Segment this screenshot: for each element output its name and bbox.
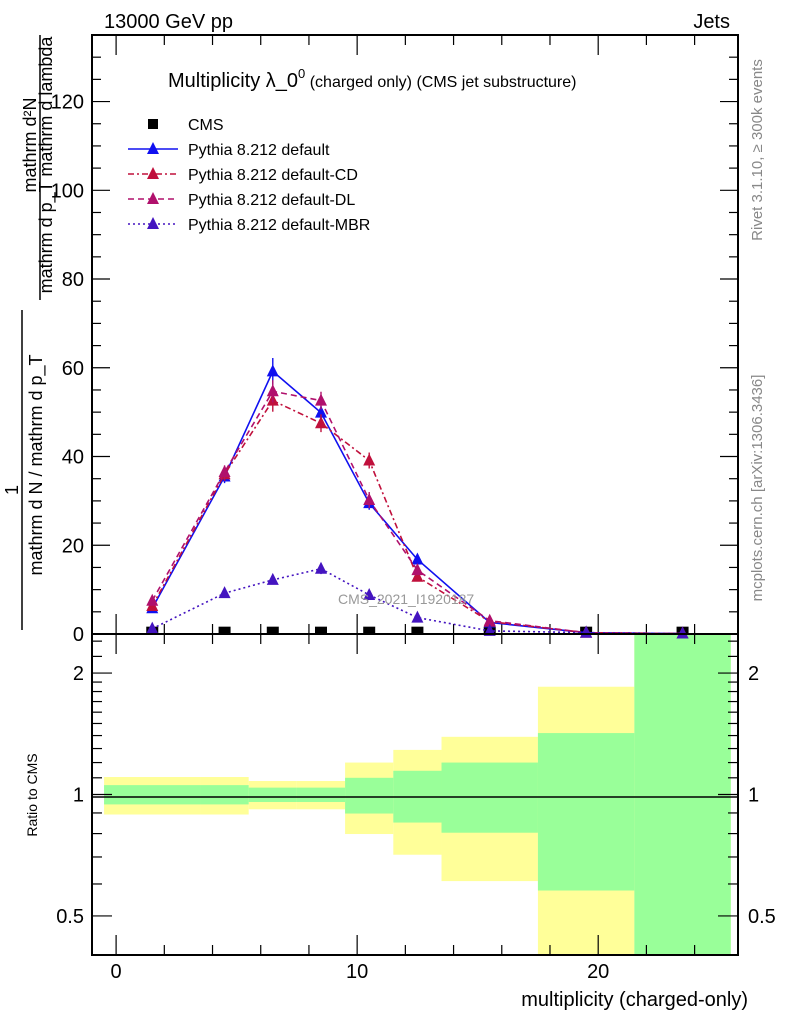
y-tick-label: 100	[51, 180, 84, 202]
green-band	[104, 785, 201, 805]
data-point	[266, 384, 279, 397]
title-main: Multiplicity λ_0	[168, 70, 298, 92]
ratio-frame	[91, 633, 739, 956]
legend-item-cms: CMS	[148, 117, 224, 134]
title-sup: 0	[298, 66, 305, 81]
ylabel-num-top: mathrm d²N	[20, 97, 40, 192]
legend: CMS Pythia 8.212 default Pythia 8.212 defa…	[128, 117, 370, 234]
ratio-y-tick-label: 0.5	[56, 906, 84, 928]
x-tick-label: 10	[346, 961, 368, 983]
data-point	[411, 563, 424, 576]
data-point	[146, 621, 159, 634]
data-point	[363, 493, 376, 506]
x-axis-label: multiplicity (charged-only)	[521, 989, 748, 1011]
ratio-y-tick-label: 0.5	[748, 906, 776, 928]
rivet-label: Rivet 3.1.10, ≥ 300k events	[749, 59, 766, 241]
ylabel-num-bottom: 1	[2, 485, 22, 495]
title-sub: (charged only) (CMS jet substructure)	[305, 74, 576, 91]
legend-label: Pythia 8.212 default-CD	[188, 167, 358, 184]
data-point	[218, 465, 231, 478]
ratio-y-tick-label: 1	[73, 785, 84, 807]
x-tick-label: 0	[111, 961, 122, 983]
legend-marker	[148, 119, 158, 129]
ratio-y-tick-label: 2	[748, 663, 759, 685]
data-point	[314, 405, 327, 418]
y-tick-label: 80	[62, 269, 84, 291]
data-point	[314, 393, 327, 406]
ratio-y-tick-label: 2	[73, 663, 84, 685]
plot-title: Multiplicity λ_00 (charged only) (CMS je…	[168, 66, 576, 92]
data-point	[411, 610, 424, 623]
data-point	[411, 569, 424, 582]
y-tick-label: 60	[62, 358, 84, 380]
y-tick-label: 120	[51, 92, 84, 114]
y-tick-label: 20	[62, 535, 84, 557]
cms-point	[314, 626, 327, 635]
data-point	[218, 586, 231, 599]
header-left: 13000 GeV pp	[104, 11, 233, 33]
ratio-bands	[104, 634, 731, 955]
data-point	[314, 416, 327, 429]
green-band	[634, 634, 731, 955]
legend-label: Pythia 8.212 default-MBR	[188, 217, 370, 234]
ratio-ylabel: Ratio to CMS	[24, 753, 40, 836]
cms-point	[218, 626, 231, 635]
legend-item-mbr: Pythia 8.212 default-MBR	[128, 217, 370, 234]
series-line	[151, 567, 683, 635]
green-band	[345, 777, 394, 814]
data-point	[363, 453, 376, 466]
legend-item-dl: Pythia 8.212 default-DL	[128, 192, 355, 209]
data-point	[363, 587, 376, 600]
green-band	[537, 733, 635, 891]
green-band	[248, 787, 297, 803]
cms-point	[266, 626, 279, 635]
watermark: CMS_2021_I1920187	[338, 591, 474, 607]
legend-marker	[147, 192, 159, 204]
legend-label: Pythia 8.212 default	[188, 142, 330, 159]
legend-marker	[147, 142, 159, 154]
legend-marker	[147, 167, 159, 179]
green-band	[200, 785, 249, 805]
data-point	[411, 552, 424, 565]
data-point	[676, 626, 689, 639]
ylabel-den-bottom: mathrm d N / mathrm d p_T	[26, 354, 47, 575]
data-point	[266, 364, 279, 377]
y-tick-label: 0	[73, 624, 84, 646]
mcplots-label: mcplots.cern.ch [arXiv:1306.3436]	[749, 375, 766, 602]
data-point	[146, 593, 159, 606]
ylabel-den-top: mathrm d p_T mathrm d lambda	[36, 36, 57, 294]
legend-item-cd: Pythia 8.212 default-CD	[128, 167, 358, 184]
data-point	[266, 572, 279, 585]
legend-label: Pythia 8.212 default-DL	[188, 192, 355, 209]
header-right: Jets	[693, 11, 730, 33]
axis-ticks: 0 20 40 60 80 100 120 0 10 20 0.5 0.5 1 1 2 2	[51, 35, 776, 983]
data-point	[483, 623, 496, 636]
green-band	[296, 787, 346, 803]
data-point	[483, 613, 496, 626]
legend-marker	[147, 217, 159, 229]
cms-point	[363, 626, 376, 635]
cms-point	[411, 626, 424, 635]
x-tick-label: 20	[587, 961, 609, 983]
legend-label: CMS	[188, 117, 224, 134]
y-tick-label: 40	[62, 447, 84, 469]
y-axis-label: mathrm d²N mathrm d p_T mathrm d lambda …	[2, 35, 57, 630]
ratio-y-tick-label: 1	[748, 785, 759, 807]
data-point	[314, 561, 327, 574]
legend-item-default: Pythia 8.212 default	[128, 142, 330, 159]
